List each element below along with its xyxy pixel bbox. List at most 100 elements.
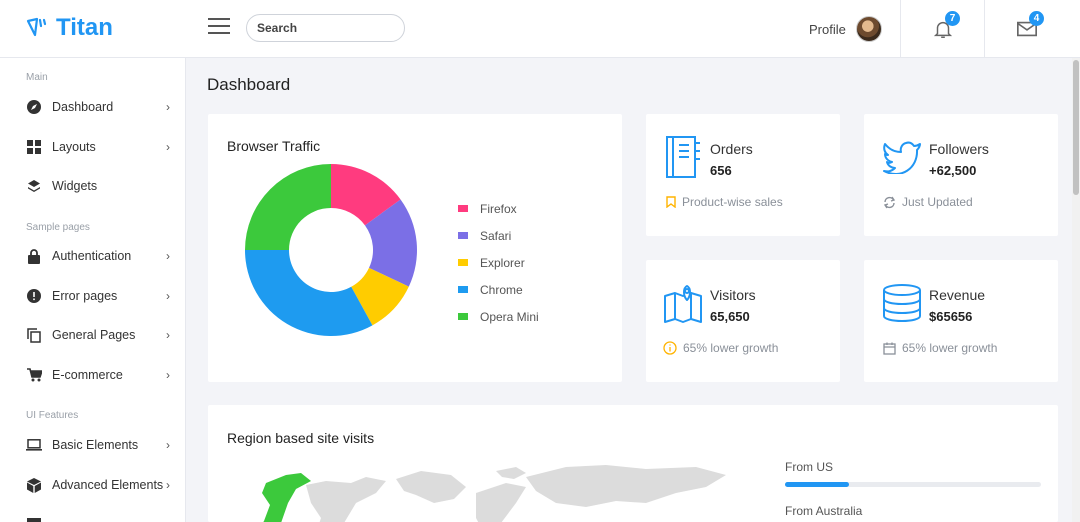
calendar-icon — [883, 342, 896, 355]
search-input[interactable] — [246, 14, 405, 42]
page-icon — [26, 517, 42, 522]
sidebar-heading-ui-features: UI Features — [26, 410, 79, 421]
progress-track — [785, 482, 1041, 487]
chevron-right-icon: › — [166, 368, 170, 382]
sidebar-item-label: Advanced Elements — [52, 478, 164, 492]
map-icon — [664, 285, 702, 323]
sidebar-item-label: Error pages — [52, 289, 118, 303]
sidebar-item-error-pages[interactable]: Error pages › — [26, 285, 176, 307]
titan-logo-icon — [26, 17, 47, 37]
sidebar-heading-sample-pages: Sample pages — [26, 222, 90, 233]
region-row-us: From US — [785, 460, 1041, 487]
sidebar-item-dashboard[interactable]: Dashboard › — [26, 96, 176, 118]
sidebar-item-general-pages[interactable]: General Pages › — [26, 324, 176, 346]
legend-swatch — [458, 313, 468, 320]
sidebar-item-basic-elements[interactable]: Basic Elements › — [26, 434, 176, 456]
chevron-right-icon: › — [166, 438, 170, 452]
layers-icon — [26, 178, 42, 194]
lock-icon — [26, 248, 42, 264]
bookmark-icon — [666, 196, 676, 208]
browser-traffic-title: Browser Traffic — [227, 138, 321, 154]
chevron-right-icon: › — [166, 100, 170, 114]
progress-bar — [785, 482, 849, 487]
page-title: Dashboard — [207, 75, 291, 94]
copy-icon — [26, 327, 42, 343]
profile-menu[interactable]: Profile — [809, 16, 882, 42]
sidebar: Main Dashboard › Layouts › Widgets Sampl… — [0, 58, 186, 522]
sidebar-heading-main: Main — [26, 72, 48, 83]
book-icon — [666, 136, 700, 178]
revenue-card[interactable]: Revenue $65656 65% lower growth — [864, 260, 1058, 382]
mail-icon — [1016, 21, 1037, 37]
page-scrollbar[interactable] — [1072, 58, 1080, 522]
legend-swatch — [458, 259, 468, 266]
laptop-icon — [26, 437, 42, 453]
donut-slice-safari[interactable] — [364, 199, 417, 287]
refresh-icon — [883, 196, 896, 208]
profile-label: Profile — [809, 21, 846, 37]
sidebar-item-advanced-elements[interactable]: Advanced Elements › — [26, 474, 176, 496]
legend-swatch — [458, 205, 468, 212]
revenue-foot: 65% lower growth — [883, 341, 997, 355]
visitors-value: 65,650 — [710, 309, 750, 324]
revenue-title: Revenue — [929, 287, 986, 303]
legend-swatch — [458, 232, 468, 239]
donut-slice-opera-mini[interactable] — [245, 164, 331, 250]
legend-label: Chrome — [480, 282, 523, 297]
brand-logo[interactable]: Titan — [26, 14, 113, 42]
sidebar-item-partial[interactable] — [26, 514, 176, 522]
sidebar-item-label: Authentication — [52, 249, 132, 263]
sidebar-item-label: General Pages — [52, 328, 136, 342]
database-icon — [883, 284, 921, 323]
cart-icon — [26, 367, 42, 383]
chart-legend: Firefox Safari Explorer Chrome Opera Min… — [458, 195, 539, 330]
sidebar-item-label: Layouts — [52, 140, 96, 154]
visitors-card[interactable]: Visitors 65,650 65% lower growth — [646, 260, 840, 382]
top-header: Titan Profile 7 4 — [0, 0, 1080, 58]
world-map-icon — [262, 465, 726, 522]
notifications-badge: 7 — [945, 11, 960, 26]
sidebar-item-layouts[interactable]: Layouts › — [26, 136, 176, 158]
legend-label: Safari — [480, 228, 512, 243]
donut-slice-chrome[interactable] — [245, 250, 373, 336]
followers-card[interactable]: Followers +62,500 Just Updated — [864, 114, 1058, 236]
sidebar-item-authentication[interactable]: Authentication › — [26, 245, 176, 267]
legend-label: Explorer — [480, 255, 525, 270]
followers-title: Followers — [929, 141, 989, 157]
orders-foot: Product-wise sales — [666, 195, 783, 209]
browser-traffic-donut-chart — [245, 164, 417, 336]
region-label: From US — [785, 460, 833, 474]
donut-slice-firefox[interactable] — [331, 164, 401, 226]
donut-slice-explorer[interactable] — [351, 267, 409, 326]
followers-foot: Just Updated — [883, 195, 973, 209]
followers-foot-text: Just Updated — [902, 195, 973, 209]
sidebar-item-label: Widgets — [52, 179, 98, 193]
menu-toggle-icon[interactable] — [208, 18, 230, 36]
orders-card[interactable]: Orders 656 Product-wise sales — [646, 114, 840, 236]
messages-badge: 4 — [1029, 11, 1044, 26]
avatar[interactable] — [855, 16, 882, 42]
chevron-right-icon: › — [166, 289, 170, 303]
bell-icon — [933, 21, 952, 38]
chevron-right-icon: › — [166, 328, 170, 342]
legend-swatch — [458, 286, 468, 293]
notifications-button[interactable]: 7 — [900, 0, 984, 58]
orders-title: Orders — [710, 141, 753, 157]
info-icon — [663, 341, 677, 355]
sidebar-item-ecommerce[interactable]: E-commerce › — [26, 364, 176, 386]
region-label: From Australia — [785, 504, 863, 518]
orders-value: 656 — [710, 163, 732, 178]
scrollbar-thumb[interactable] — [1073, 60, 1079, 195]
legend-label: Firefox — [480, 201, 517, 216]
chevron-right-icon: › — [166, 249, 170, 263]
legend-item: Safari — [458, 222, 539, 249]
messages-button[interactable]: 4 — [984, 0, 1068, 58]
region-visits-title: Region based site visits — [227, 430, 375, 446]
legend-item: Explorer — [458, 249, 539, 276]
revenue-foot-text: 65% lower growth — [902, 341, 998, 355]
sidebar-item-widgets[interactable]: Widgets — [26, 175, 176, 197]
brand-name: Titan — [56, 14, 113, 41]
region-visits-card: Region based site visits — [208, 405, 1058, 522]
sidebar-item-label: Dashboard — [52, 100, 114, 114]
revenue-value: $65656 — [929, 309, 973, 324]
